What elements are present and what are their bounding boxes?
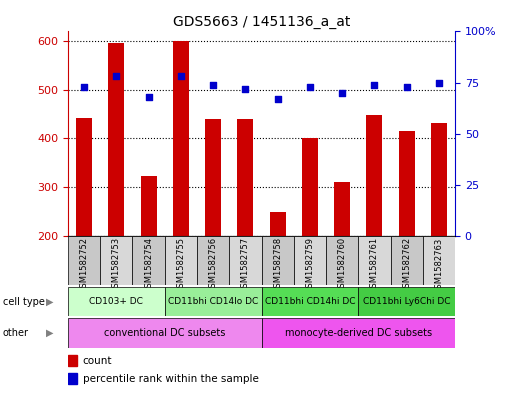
Title: GDS5663 / 1451136_a_at: GDS5663 / 1451136_a_at — [173, 15, 350, 29]
Text: other: other — [3, 328, 29, 338]
Text: GSM1582762: GSM1582762 — [402, 237, 411, 294]
Bar — [302, 138, 318, 236]
Bar — [68, 236, 100, 285]
Text: cell type: cell type — [3, 297, 44, 307]
Bar — [269, 212, 286, 236]
Text: count: count — [83, 356, 112, 366]
Bar — [68, 355, 76, 366]
Text: GSM1582763: GSM1582763 — [435, 237, 444, 294]
Bar — [165, 236, 197, 285]
Bar — [423, 236, 455, 285]
Point — [144, 94, 153, 100]
Text: GSM1582752: GSM1582752 — [79, 237, 88, 293]
Bar — [366, 115, 382, 236]
Point — [274, 96, 282, 102]
Bar — [132, 236, 165, 285]
Text: GSM1582760: GSM1582760 — [338, 237, 347, 294]
Bar — [68, 287, 165, 316]
Bar — [76, 118, 92, 236]
Bar — [326, 236, 358, 285]
Point — [338, 90, 346, 96]
Bar — [358, 236, 391, 285]
Bar — [68, 373, 76, 384]
Point — [241, 86, 249, 92]
Text: ▶: ▶ — [46, 297, 53, 307]
Point — [209, 81, 218, 88]
Point — [435, 79, 443, 86]
Point — [403, 83, 411, 90]
Bar — [165, 287, 262, 316]
Point — [370, 81, 379, 88]
Text: GSM1582758: GSM1582758 — [273, 237, 282, 294]
Bar — [358, 287, 455, 316]
Bar — [294, 236, 326, 285]
Text: GSM1582757: GSM1582757 — [241, 237, 250, 294]
Text: conventional DC subsets: conventional DC subsets — [104, 328, 225, 338]
Bar — [334, 182, 350, 236]
Bar — [431, 123, 447, 236]
Text: GSM1582755: GSM1582755 — [176, 237, 185, 293]
Bar — [68, 318, 262, 348]
Text: CD11bhi CD14lo DC: CD11bhi CD14lo DC — [168, 297, 258, 306]
Text: GSM1582754: GSM1582754 — [144, 237, 153, 293]
Text: GSM1582761: GSM1582761 — [370, 237, 379, 294]
Bar — [237, 119, 254, 236]
Bar — [262, 287, 358, 316]
Text: ▶: ▶ — [46, 328, 53, 338]
Bar — [197, 236, 229, 285]
Bar — [100, 236, 132, 285]
Bar — [141, 176, 157, 236]
Bar — [108, 43, 124, 236]
Bar — [391, 236, 423, 285]
Bar — [262, 236, 294, 285]
Point — [80, 83, 88, 90]
Text: percentile rank within the sample: percentile rank within the sample — [83, 374, 258, 384]
Point — [177, 73, 185, 79]
Point — [112, 73, 120, 79]
Bar — [229, 236, 262, 285]
Bar — [262, 318, 455, 348]
Text: CD103+ DC: CD103+ DC — [89, 297, 143, 306]
Text: CD11bhi Ly6Chi DC: CD11bhi Ly6Chi DC — [363, 297, 450, 306]
Text: GSM1582753: GSM1582753 — [112, 237, 121, 294]
Text: monocyte-derived DC subsets: monocyte-derived DC subsets — [285, 328, 432, 338]
Text: GSM1582759: GSM1582759 — [305, 237, 314, 293]
Bar — [205, 119, 221, 236]
Bar — [173, 41, 189, 236]
Bar — [399, 131, 415, 236]
Point — [305, 83, 314, 90]
Text: CD11bhi CD14hi DC: CD11bhi CD14hi DC — [265, 297, 355, 306]
Text: GSM1582756: GSM1582756 — [209, 237, 218, 294]
